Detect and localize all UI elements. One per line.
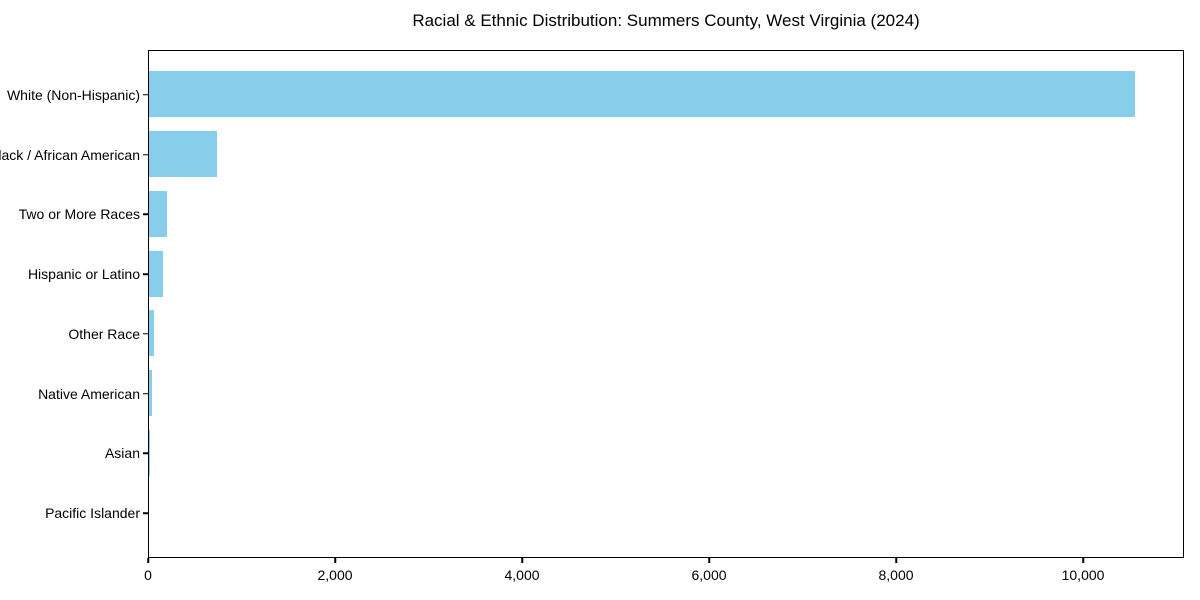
x-tick-mark [521,558,523,563]
y-tick-mark [143,512,148,514]
x-tick-mark [147,558,149,563]
bar-asian [149,429,150,476]
bar-hispanic-or-latino [149,250,164,297]
y-tick-label-asian: Asian [104,445,140,462]
y-tick-mark [143,452,148,455]
y-tick-label-native-american: Native American [38,385,140,402]
x-tick-label: 8,000 [878,567,914,583]
y-tick-label-white-non-hispanic: White (Non-Hispanic) [6,86,140,103]
y-tick-label-hispanic-or-latino: Hispanic or Latino [27,266,140,283]
y-tick-mark [143,392,148,395]
y-tick-label-two-or-more-races: Two or More Races [18,206,140,223]
bar-white-non-hispanic [149,71,1136,118]
x-tick-label: 0 [144,567,152,583]
x-tick-label: 2,000 [317,567,353,583]
y-tick-label-other-race: Other Race [68,325,140,342]
y-tick-mark [143,94,148,96]
plot-area [148,50,1184,558]
x-tick-mark [334,558,336,563]
chart-title: Racial & Ethnic Distribution: Summers Co… [412,11,920,30]
x-tick-label: 10,000 [1061,567,1105,583]
y-tick-mark [143,213,148,216]
bar-other-race [149,310,154,357]
bar-native-american [149,370,152,417]
bar-two-or-more-races [149,190,167,237]
x-tick-label: 4,000 [504,567,540,583]
y-tick-label-pacific-islander: Pacific Islander [45,505,140,522]
y-tick-mark [143,333,148,335]
x-tick-mark [708,558,710,563]
y-tick-label-black-african-american: Black / African American [0,146,140,163]
y-tick-mark [143,273,148,275]
x-tick-mark [1082,558,1084,563]
bar-black-african-american [149,131,218,178]
x-tick-mark [895,558,897,563]
y-tick-mark [143,153,148,156]
x-tick-label: 6,000 [691,567,727,583]
